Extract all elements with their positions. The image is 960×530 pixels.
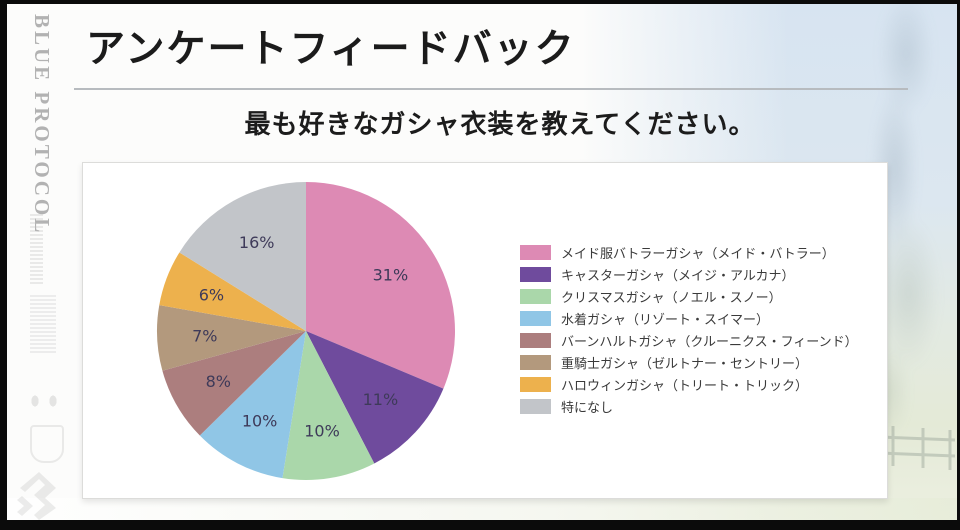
side-fine-print	[30, 214, 43, 284]
frame-edge-right	[957, 0, 960, 530]
pie-value-label-4: 8%	[206, 372, 231, 391]
legend-label: 重騎士ガシャ（ゼルトナー・セントリー）	[561, 356, 809, 371]
survey-question: 最も好きなガシャ衣装を教えてください。	[244, 110, 756, 139]
side-fine-print	[30, 295, 56, 355]
pie-value-label-5: 7%	[192, 326, 217, 345]
legend-swatch	[520, 267, 551, 282]
legend-swatch	[520, 245, 551, 260]
crest-logo	[30, 425, 64, 463]
pie-slice-0	[306, 182, 456, 389]
page-title: アンケートフィードバック	[86, 28, 576, 71]
publisher-logos	[26, 388, 62, 414]
pie-slice-5	[156, 305, 306, 371]
legend-label: バーンハルトガシャ（クルーニクス・フィーンド）	[561, 334, 858, 349]
legend-swatch	[520, 355, 551, 370]
pie-slice-3	[199, 331, 306, 479]
legend-swatch	[520, 333, 551, 348]
pie-slice-2	[282, 331, 375, 481]
frame-edge-left	[0, 0, 7, 530]
legend-label: 水着ガシャ（リゾート・スイマー）	[561, 312, 770, 327]
pie-chart: 31% 11% 10% 10% 8% 7% 6% 16%	[156, 182, 456, 481]
legend-swatch	[520, 399, 551, 414]
legend-item-7: 特になし	[520, 399, 858, 415]
legend-label: メイド服バトラーガシャ（メイド・バトラー）	[561, 246, 835, 261]
legend-label: キャスターガシャ（メイジ・アルカナ）	[561, 268, 795, 283]
legend-item-6: ハロウィンガシャ（トリート・トリック）	[520, 377, 858, 393]
pie-slice-7	[179, 182, 306, 331]
legend-item-2: クリスマスガシャ（ノエル・スノー）	[520, 289, 858, 305]
chart-legend: メイド服バトラーガシャ（メイド・バトラー） キャスターガシャ（メイジ・アルカナ） ク…	[520, 245, 858, 415]
legend-item-0: メイド服バトラーガシャ（メイド・バトラー）	[520, 245, 858, 261]
legend-label: クリスマスガシャ（ノエル・スノー）	[561, 290, 782, 305]
pie-value-label-0: 31%	[373, 265, 409, 284]
legend-label: ハロウィンガシャ（トリート・トリック）	[561, 378, 809, 393]
pie-slice-4	[162, 331, 306, 436]
legend-item-3: 水着ガシャ（リゾート・スイマー）	[520, 311, 858, 327]
pie-value-label-2: 10%	[304, 422, 340, 441]
pie-value-label-1: 11%	[363, 390, 399, 409]
pie-slice-6	[159, 252, 306, 331]
legend-swatch	[520, 311, 551, 326]
frame-edge-top	[0, 0, 960, 4]
background-bottom-band	[7, 498, 957, 520]
chart-card: 31% 11% 10% 10% 8% 7% 6% 16% メイド服バトラーガシャ（メイド・バト…	[82, 162, 888, 499]
legend-swatch	[520, 289, 551, 304]
pie-value-label-7: 16%	[239, 233, 275, 252]
pie-value-label-6: 6%	[199, 285, 224, 304]
pie-slice-1	[306, 331, 444, 464]
title-divider	[74, 88, 908, 90]
legend-item-4: バーンハルトガシャ（クルーニクス・フィーンド）	[520, 333, 858, 349]
pie-value-label-3: 10%	[242, 412, 278, 431]
emblem-zigzag-logo	[17, 472, 56, 520]
legend-label: 特になし	[561, 400, 614, 415]
frame-edge-bottom	[0, 520, 960, 530]
legend-item-5: 重騎士ガシャ（ゼルトナー・セントリー）	[520, 355, 858, 371]
legend-item-1: キャスターガシャ（メイジ・アルカナ）	[520, 267, 858, 283]
legend-swatch	[520, 377, 551, 392]
